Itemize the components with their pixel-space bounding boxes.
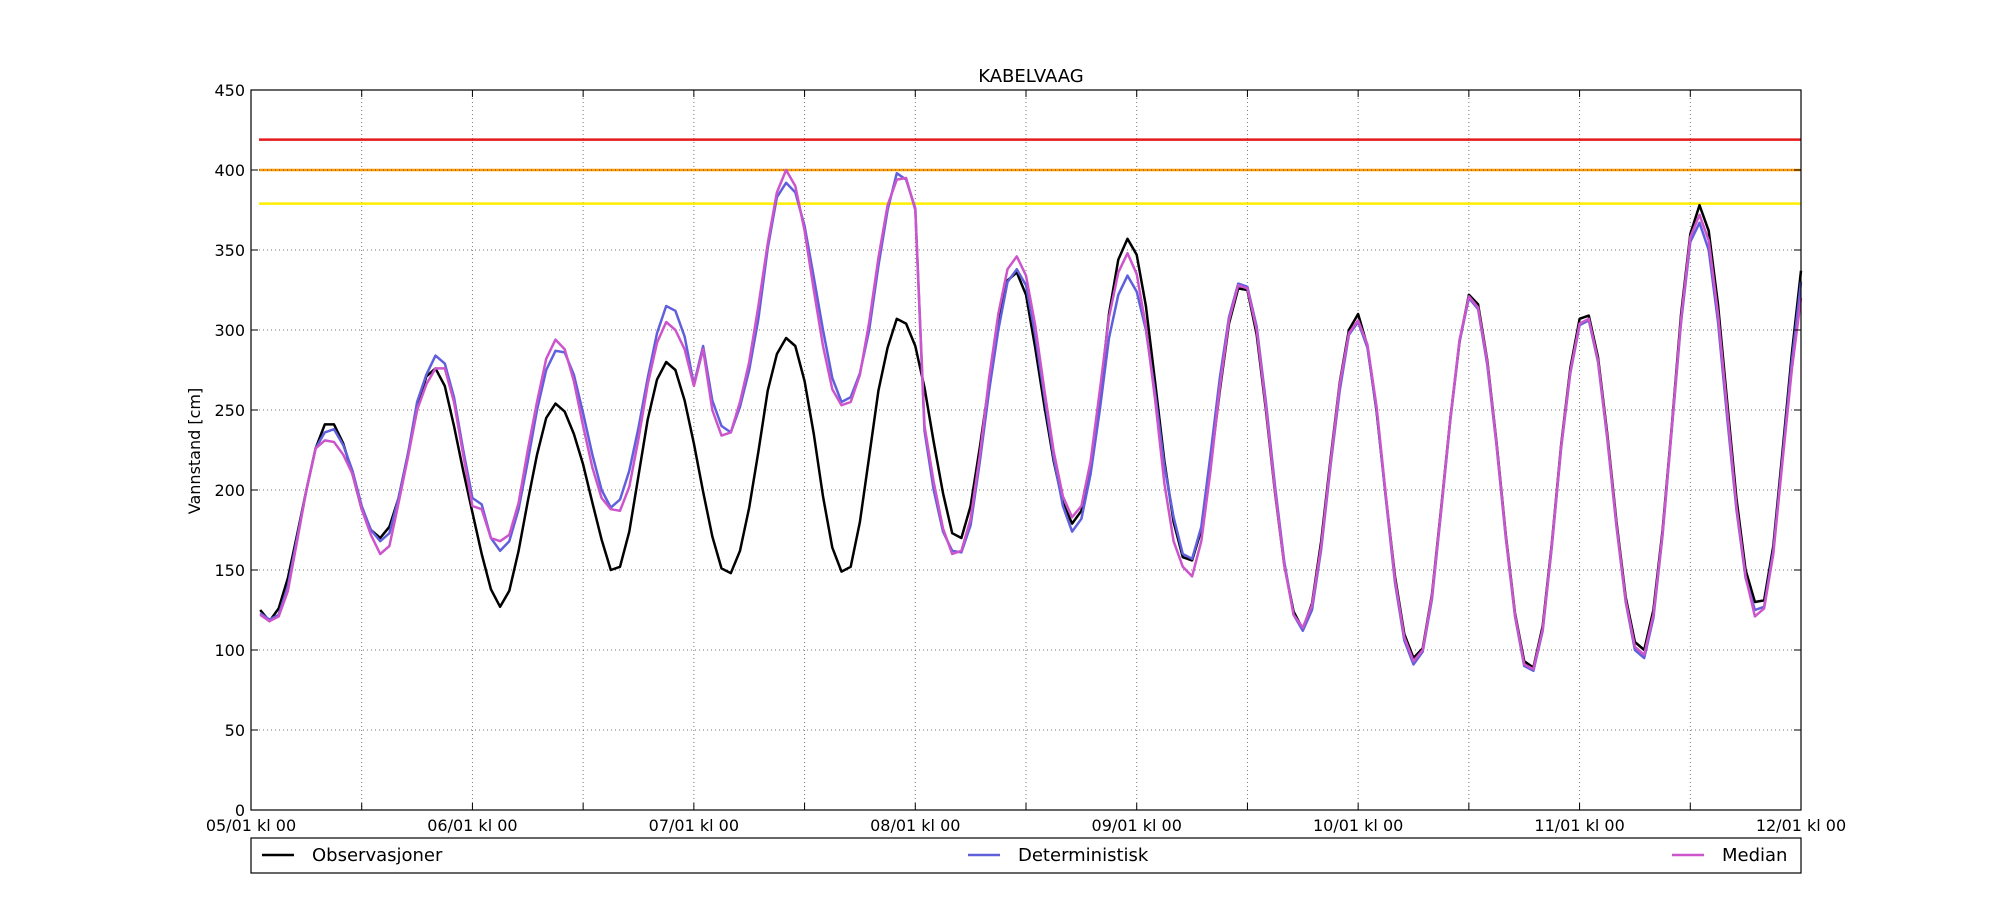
y-axis-label: Vannstand [cm] (185, 388, 204, 514)
threshold-lines (259, 138, 1801, 205)
x-axis-ticks: 05/01 kl 00 06/01 kl 00 07/01 kl 00 08/01 k… (206, 90, 1846, 835)
chart-title: KABELVAAG (978, 66, 1084, 87)
legend-label: Observasjoner (312, 845, 443, 866)
series-line-median (259, 168, 1803, 671)
x-tick-label: 09/01 kl 00 (1092, 816, 1182, 835)
x-tick-label: 08/01 kl 00 (870, 816, 960, 835)
series-line-observasjoner (259, 203, 1803, 669)
x-tick-label: 12/01 kl 00 (1756, 816, 1846, 835)
x-tick-label: 07/01 kl 00 (649, 816, 739, 835)
y-tick-label: 250 (214, 401, 245, 420)
y-tick-label: 350 (214, 241, 245, 260)
y-tick-label: 150 (214, 561, 245, 580)
plot-frame (250, 89, 1802, 811)
grid-lines (251, 90, 1801, 810)
x-tick-label: 11/01 kl 00 (1534, 816, 1624, 835)
y-tick-label: 0 (235, 801, 245, 820)
legend-label: Median (1722, 845, 1787, 866)
x-tick-label: 05/01 kl 00 (206, 816, 296, 835)
series-line-deterministisk (259, 171, 1803, 673)
y-tick-label: 100 (214, 641, 245, 660)
legend-box (250, 837, 1802, 874)
y-tick-label: 200 (214, 481, 245, 500)
series-lines (259, 168, 1803, 673)
y-tick-label: 450 (214, 81, 245, 100)
y-tick-label: 400 (214, 161, 245, 180)
x-tick-label: 06/01 kl 00 (427, 816, 517, 835)
x-tick-label: 10/01 kl 00 (1313, 816, 1403, 835)
y-tick-label: 300 (214, 321, 245, 340)
legend-label: Deterministisk (1018, 845, 1149, 866)
legend: Observasjoner Deterministisk Median (250, 837, 1802, 874)
y-tick-label: 50 (225, 721, 245, 740)
y-axis-ticks: 0 50 100 150 200 250 300 350 400 450 (214, 81, 1801, 820)
